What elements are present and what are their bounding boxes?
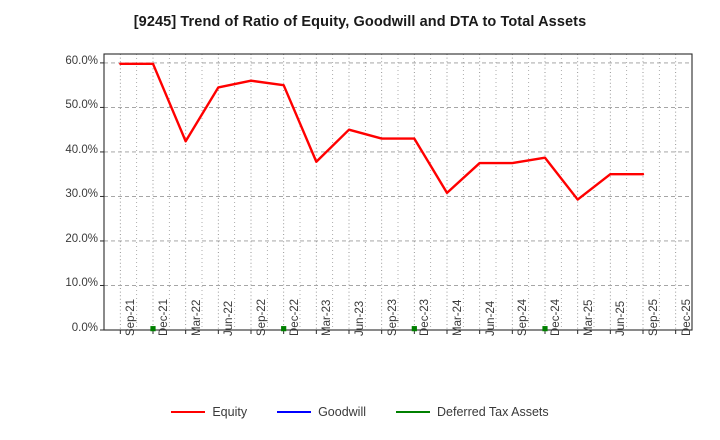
x-axis-tick-label: Sep-21	[125, 298, 138, 336]
series-marker-deferred-tax-assets	[411, 326, 417, 332]
chart-legend: Equity Goodwill Deferred Tax Assets	[0, 405, 720, 419]
x-axis-tick-label: Mar-22	[190, 299, 203, 336]
plot-frame	[103, 53, 693, 331]
y-axis-tick-label: 30.0%	[65, 188, 98, 201]
x-axis-tick-label: Sep-24	[517, 298, 530, 336]
x-axis-tick-label: Jun-23	[354, 300, 366, 336]
minor-gridlines	[103, 54, 693, 330]
x-axis-tick-label: Jun-25	[615, 300, 628, 336]
y-axis-tick-label: 20.0%	[65, 232, 98, 245]
y-axis-tick-label: 10.0%	[65, 277, 98, 290]
x-axis-tick-label: Mar-24	[452, 299, 464, 336]
legend-label: Deferred Tax Assets	[437, 405, 549, 419]
legend-item-equity[interactable]: Equity	[171, 405, 247, 419]
legend-swatch-icon	[277, 411, 312, 413]
y-axis-tick-label: 0.0%	[71, 322, 98, 334]
legend-item-goodwill[interactable]: Goodwill	[277, 405, 366, 419]
x-axis-tick-label: Mar-23	[321, 299, 334, 336]
x-axis-tick-label: Jun-24	[484, 300, 497, 336]
legend-swatch-icon	[171, 411, 206, 413]
x-axis-tick-label: Sep-22	[256, 298, 268, 336]
y-axis-tick-label: 50.0%	[65, 99, 98, 112]
legend-label: Equity	[212, 405, 248, 419]
y-axis-tick-label: 40.0%	[65, 143, 98, 156]
x-axis-tick-label: Sep-23	[386, 298, 399, 336]
chart-title: [9245] Trend of Ratio of Equity, Goodwil…	[133, 14, 587, 30]
data-series-layer	[119, 62, 645, 332]
y-axis-tick-label: 60.0%	[65, 54, 98, 67]
x-axis-tick-label: Dec-23	[419, 298, 432, 336]
x-axis-tick-label: Dec-24	[550, 298, 562, 336]
legend-label: Goodwill	[318, 405, 367, 419]
x-axis-tick-label: Dec-25	[680, 298, 693, 336]
series-line-equity	[119, 62, 645, 201]
legend-swatch-icon	[396, 411, 431, 413]
axis-frame	[103, 53, 693, 331]
legend-item-deferred-tax-assets[interactable]: Deferred Tax Assets	[396, 405, 549, 419]
series-marker-deferred-tax-assets	[542, 326, 548, 332]
series-marker-deferred-tax-assets	[150, 326, 156, 332]
axis-ticks	[100, 62, 677, 334]
x-axis-tick-label: Dec-22	[288, 298, 301, 336]
series-marker-deferred-tax-assets	[281, 326, 287, 332]
x-axis-tick-label: Sep-25	[648, 298, 660, 336]
x-axis-tick-label: Dec-21	[158, 298, 170, 336]
x-axis-tick-label: Jun-22	[223, 300, 236, 336]
x-axis-tick-label: Mar-25	[582, 299, 595, 336]
